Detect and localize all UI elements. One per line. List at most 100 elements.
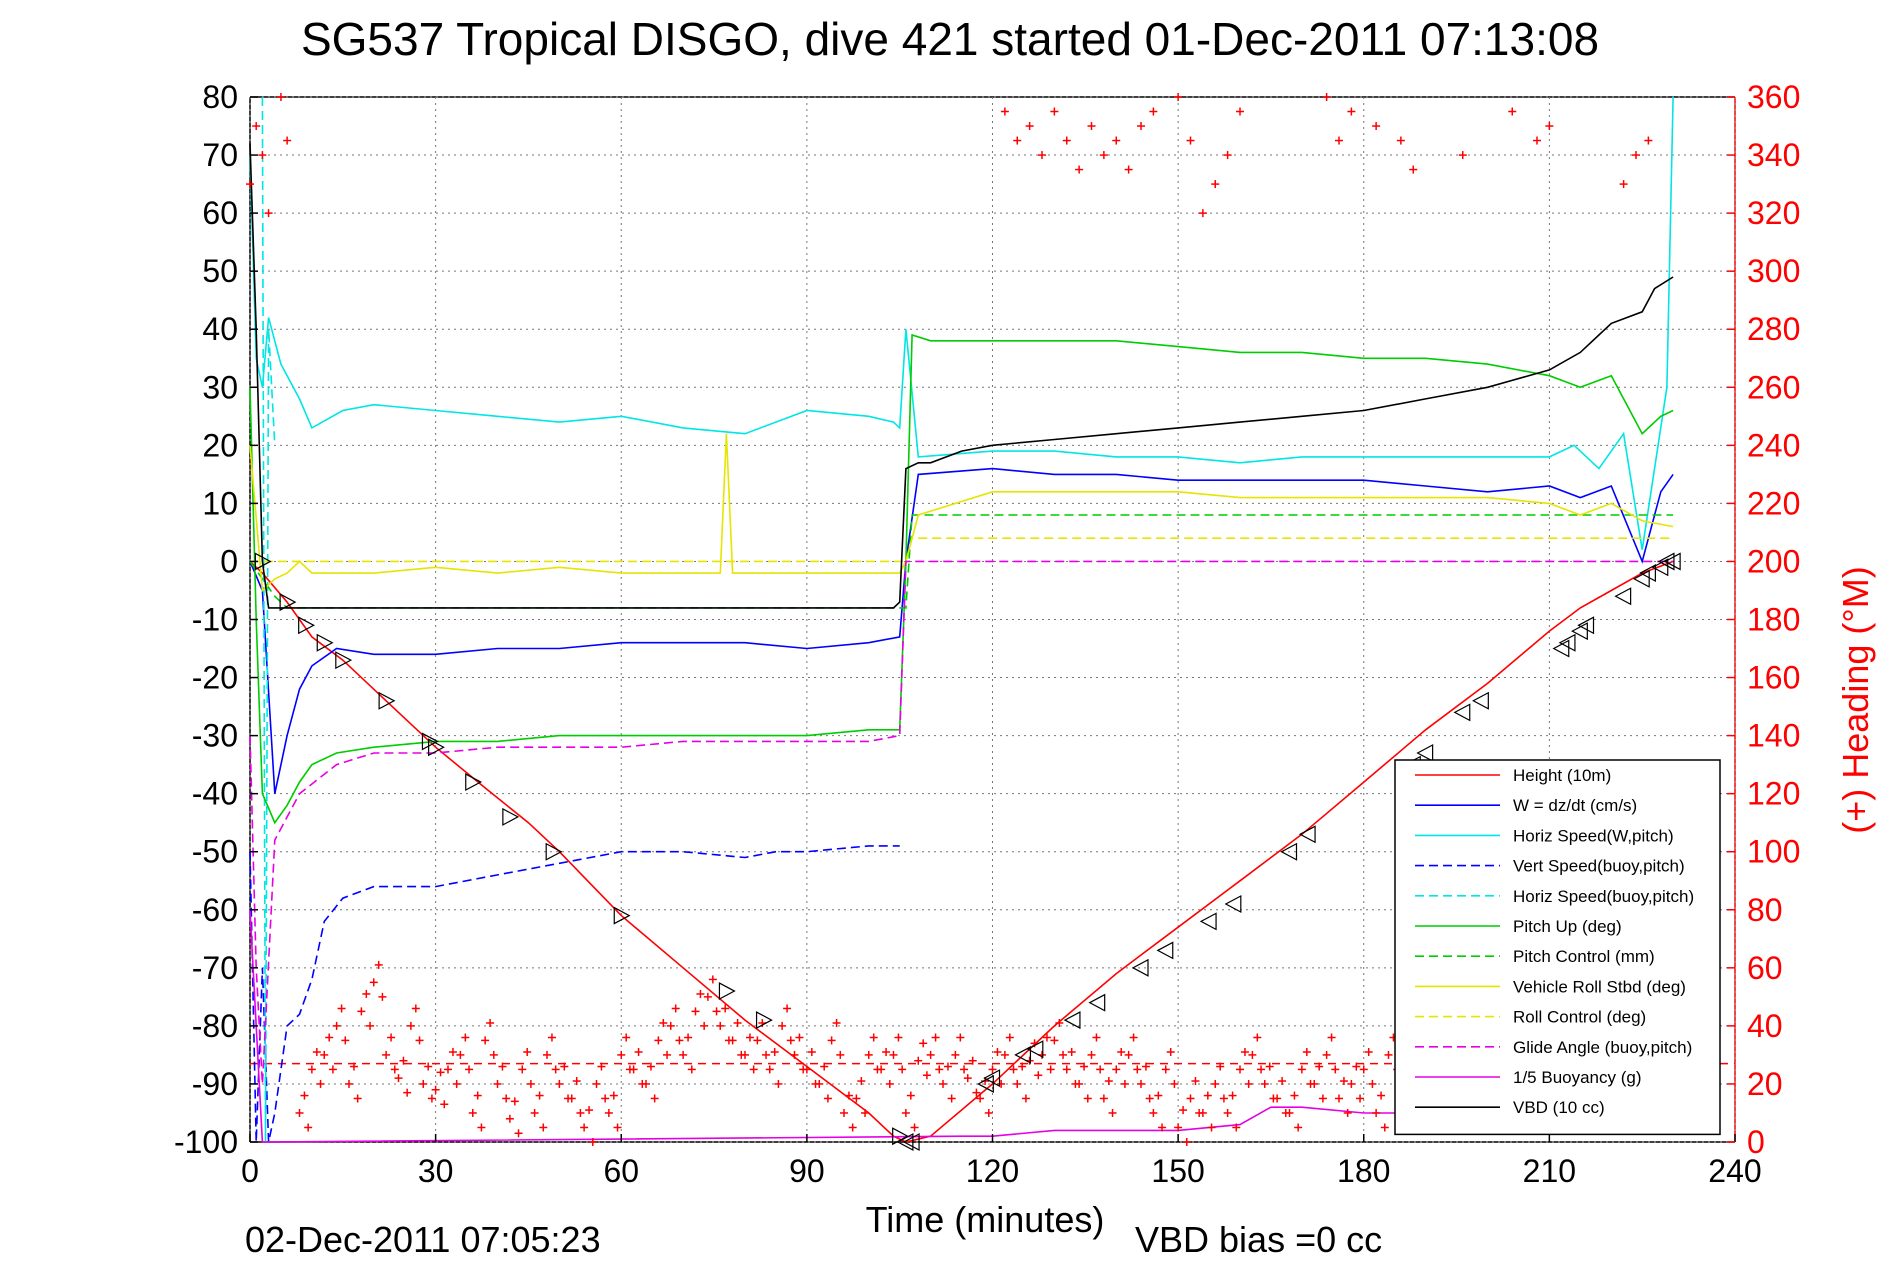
- heading-point: [1297, 1065, 1306, 1074]
- heading-point: [1290, 1091, 1299, 1100]
- heading-point: [1232, 1123, 1241, 1132]
- heading-point-upper: [1099, 151, 1108, 160]
- heading-point: [609, 1091, 618, 1100]
- heading-point: [1013, 1079, 1022, 1088]
- heading-point: [1207, 1123, 1216, 1132]
- series-line-4: [261, 96, 276, 1143]
- heading-point: [1055, 1018, 1064, 1027]
- heading-point: [461, 1033, 470, 1042]
- heading-point-upper: [1038, 151, 1046, 160]
- heading-point: [906, 1091, 915, 1100]
- heading-point: [1294, 1123, 1303, 1132]
- heading-point: [753, 1036, 762, 1045]
- heading-point: [716, 1021, 725, 1030]
- heading-point: [733, 1018, 742, 1027]
- triangle-markers: [254, 552, 1681, 1151]
- heading-point: [1161, 1065, 1170, 1074]
- heading-point: [411, 1004, 420, 1013]
- heading-point: [246, 180, 254, 189]
- y2-tick-label: 120: [1747, 776, 1800, 812]
- heading-point: [448, 1048, 457, 1057]
- triangle-marker: [279, 593, 297, 612]
- heading-point: [382, 1050, 391, 1059]
- triangle-marker: [1131, 958, 1149, 977]
- heading-point: [555, 1079, 564, 1088]
- triangle-marker: [428, 738, 445, 757]
- heading-point: [1331, 1065, 1340, 1074]
- heading-point: [502, 1094, 511, 1103]
- series-line-9: [249, 560, 1674, 1084]
- heading-point: [988, 1065, 997, 1074]
- series-line-7: [249, 433, 1674, 593]
- heading-point-upper: [1137, 122, 1145, 131]
- heading-point: [629, 1065, 638, 1074]
- heading-point: [551, 1065, 560, 1074]
- heading-point: [1191, 1077, 1200, 1086]
- heading-point: [1368, 1079, 1377, 1088]
- y2-axis-label: (+) Heading (°M): [1835, 566, 1876, 833]
- heading-point: [1372, 1108, 1381, 1117]
- heading-point: [827, 1036, 836, 1045]
- heading-point: [1236, 1065, 1244, 1074]
- heading-point: [836, 1050, 845, 1059]
- heading-point: [762, 1050, 771, 1059]
- heading-point: [1050, 1036, 1059, 1045]
- triangle-marker: [1088, 993, 1106, 1012]
- triangle-marker: [1453, 703, 1471, 722]
- y2-tick-label: 300: [1747, 253, 1800, 289]
- heading-point: [601, 1094, 610, 1103]
- heading-point: [325, 1033, 334, 1042]
- heading-point: [378, 992, 387, 1001]
- heading-point: [436, 1068, 445, 1077]
- heading-point-upper: [1050, 107, 1059, 116]
- legend-entry-8: Roll Control (deg): [1513, 1008, 1646, 1027]
- heading-point: [1198, 1108, 1207, 1117]
- y2-tick-label: 340: [1747, 137, 1800, 173]
- y-tick-label: 20: [202, 427, 238, 463]
- series-line-2: [249, 96, 1674, 550]
- heading-point: [671, 1004, 680, 1013]
- y2-tick-label: 360: [1747, 79, 1800, 115]
- heading-point: [898, 1065, 907, 1074]
- heading-point: [1223, 1108, 1232, 1117]
- triangle-marker: [502, 807, 520, 826]
- heading-point: [882, 1048, 891, 1057]
- heading-point: [976, 1094, 985, 1103]
- series-line-3: [249, 845, 900, 1143]
- heading-point: [1315, 1062, 1324, 1071]
- footer-timestamp: 02-Dec-2011 07:05:23: [245, 1219, 601, 1260]
- heading-point: [576, 1108, 585, 1117]
- heading-point: [745, 1033, 754, 1042]
- y2-tick-label: 100: [1747, 834, 1800, 870]
- heading-point: [1018, 1062, 1027, 1071]
- heading-point: [518, 1065, 527, 1074]
- heading-point-upper: [1211, 180, 1220, 189]
- heading-point: [252, 122, 261, 131]
- triangle-marker: [1156, 941, 1174, 960]
- x-tick-label: 180: [1337, 1153, 1390, 1189]
- heading-point-upper: [1000, 107, 1009, 116]
- heading-point: [468, 1108, 477, 1117]
- legend-entry-0: Height (10m): [1513, 766, 1611, 785]
- heading-point: [696, 989, 705, 998]
- legend-entry-4: Horiz Speed(buoy,pitch): [1513, 887, 1694, 906]
- y-tick-label: 0: [220, 543, 238, 579]
- x-tick-label: 90: [789, 1153, 825, 1189]
- heading-point: [889, 1050, 898, 1059]
- heading-point: [960, 1065, 969, 1074]
- heading-point: [1133, 1065, 1142, 1074]
- heading-point: [357, 1007, 366, 1016]
- heading-point: [1219, 1094, 1228, 1103]
- heading-point: [1087, 1050, 1096, 1059]
- heading-point: [823, 1094, 832, 1103]
- y2-tick-label: 240: [1747, 427, 1800, 463]
- series-line-10: [249, 909, 1488, 1143]
- heading-point: [387, 1033, 396, 1042]
- triangle-marker: [896, 1133, 914, 1151]
- heading-point: [1083, 1094, 1092, 1103]
- y2-axis-ticks: 3603403203002802602402202001801601401201…: [1727, 79, 1800, 1160]
- heading-point: [613, 1123, 622, 1132]
- heading-point: [1149, 1108, 1158, 1117]
- heading-point: [1158, 1123, 1167, 1132]
- heading-point: [1108, 1108, 1117, 1117]
